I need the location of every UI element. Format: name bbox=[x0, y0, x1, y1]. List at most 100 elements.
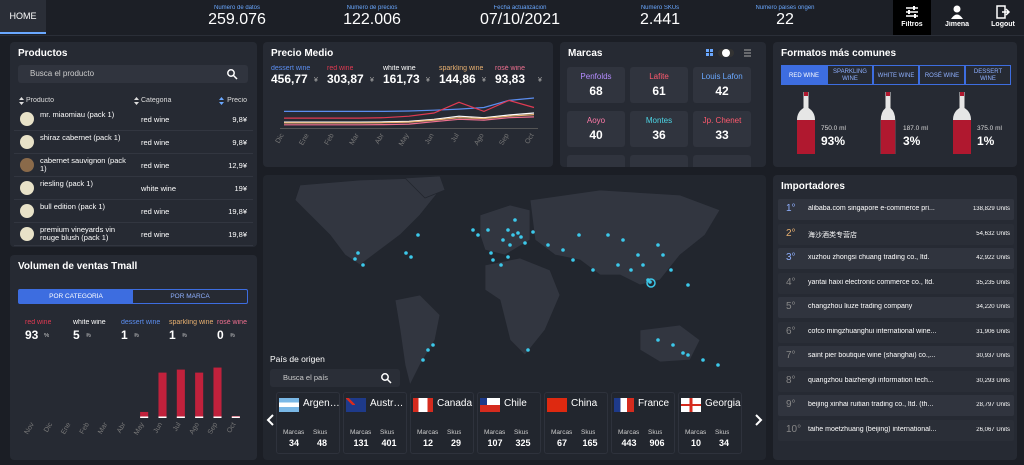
importer-row[interactable]: 4° yantai haixi electronic commerce co., … bbox=[778, 272, 1014, 294]
card-label: Marcas bbox=[484, 429, 506, 436]
country-card[interactable]: Argentina Marcas Skus 34 48 bbox=[276, 392, 340, 454]
brand-name: Lafite bbox=[649, 72, 669, 81]
sort-icon bbox=[19, 97, 24, 105]
bar bbox=[176, 369, 185, 418]
importer-row[interactable]: 1° alibaba.com singapore e-commerce pri..… bbox=[778, 199, 1014, 220]
card-label: Skus bbox=[715, 429, 730, 436]
legend-name: white wine bbox=[73, 319, 106, 326]
importer-rank: 4° bbox=[786, 276, 796, 288]
scroll-right[interactable] bbox=[752, 412, 764, 428]
legend-value: 5 bbox=[73, 328, 80, 342]
format-tab[interactable]: DESSERT WINE bbox=[965, 65, 1011, 85]
map-dot bbox=[508, 243, 512, 247]
bar bbox=[213, 367, 222, 418]
map-dot bbox=[686, 283, 690, 287]
country-card[interactable]: Canada Marcas Skus 12 29 bbox=[410, 392, 474, 454]
header-button[interactable]: Logout bbox=[984, 0, 1022, 35]
header-button[interactable]: Jimena bbox=[940, 0, 974, 35]
format-tab[interactable]: RED WINE bbox=[781, 65, 827, 85]
importer-row[interactable]: 10° taihe moetzhuang (beijing) internatio… bbox=[778, 419, 1014, 441]
format-tab[interactable]: ROSÉ WINE bbox=[919, 65, 965, 85]
product-row[interactable]: mr. miaomiau (pack 1) red wine 9,8¥ bbox=[14, 108, 253, 131]
map-dot bbox=[489, 251, 493, 255]
map-dot bbox=[701, 358, 705, 362]
product-category: red wine bbox=[141, 138, 170, 147]
legend-name: white wine bbox=[383, 65, 416, 72]
format-tab[interactable]: SPARKLING WINE bbox=[827, 65, 873, 85]
country-card[interactable]: Chile Marcas Skus 107 325 bbox=[477, 392, 541, 454]
brand-card[interactable]: Lafite 61 bbox=[630, 67, 688, 103]
importer-row[interactable]: 7° saint pier boutique wine (shanghai) co… bbox=[778, 346, 1014, 367]
product-category: red wine bbox=[141, 207, 170, 216]
product-row[interactable]: riesling (pack 1) white wine 19¥ bbox=[14, 177, 253, 200]
importer-row[interactable]: 3° xuzhou zhongsi chuang trading co., ltd… bbox=[778, 248, 1014, 269]
bar-chart: Nov Dic Ene Feb Mar Abr May Jun Jul Ago Sep Oct bbox=[24, 367, 240, 436]
precio-medio-panel: Precio Medio dessert wine 456,77 ¥ red wine 3… bbox=[263, 42, 553, 167]
map-dot bbox=[486, 228, 490, 232]
search-box[interactable]: Busca el país bbox=[270, 369, 400, 387]
brand-card[interactable]: Louis Lafon 42 bbox=[693, 67, 751, 103]
country-marcas: 131 bbox=[353, 438, 369, 448]
card-label: Skus bbox=[514, 429, 529, 436]
importer-units: 30,937 Units bbox=[976, 353, 1010, 359]
tab-label: SPARKLING WINE bbox=[833, 69, 867, 82]
importer-row[interactable]: 5° changzhou liuze trading company 34,220 … bbox=[778, 297, 1014, 318]
legend-name: dessert wine bbox=[271, 65, 311, 72]
column-header[interactable]: Categoria bbox=[141, 97, 172, 104]
legend-name: sparkling wine bbox=[439, 65, 484, 72]
icon bbox=[706, 53, 709, 56]
brand-name: Jp. Chenet bbox=[702, 116, 742, 125]
brand-card[interactable]: Aoyo 40 bbox=[567, 111, 625, 147]
kpi-value: 122.006 bbox=[343, 11, 401, 28]
product-row[interactable]: premium vineyards vin rouge blush (pack … bbox=[14, 223, 253, 246]
product-row[interactable]: shiraz cabernet (pack 1) red wine 9,8¥ bbox=[14, 131, 253, 154]
importer-row[interactable]: 8° quangzhou baizhengli information tech.… bbox=[778, 370, 1014, 392]
brand-card[interactable]: Jp. Chenet 33 bbox=[693, 111, 751, 147]
product-category: red wine bbox=[141, 230, 170, 239]
flag-canton bbox=[346, 398, 355, 405]
scroll-left[interactable] bbox=[265, 412, 277, 428]
bar-base bbox=[231, 416, 240, 418]
country-card[interactable]: France Marcas Skus 443 906 bbox=[611, 392, 675, 454]
map-dot bbox=[686, 353, 690, 357]
icon bbox=[755, 414, 763, 426]
importer-rank: 6° bbox=[786, 325, 796, 337]
map-dot bbox=[519, 235, 523, 239]
importer-name: yantai haixi electronic commerce co., lt… bbox=[808, 278, 935, 286]
search-box[interactable]: Busca el producto bbox=[18, 65, 248, 83]
price-line bbox=[284, 116, 535, 126]
icon bbox=[134, 97, 139, 105]
map-dot bbox=[361, 263, 365, 267]
card-label: Skus bbox=[648, 429, 663, 436]
home-tab[interactable]: HOME bbox=[0, 0, 46, 34]
column-header[interactable]: Producto bbox=[26, 97, 55, 104]
legend-unit: % bbox=[181, 333, 187, 339]
legend-value: 1 bbox=[121, 328, 128, 342]
importer-rank: 2° bbox=[786, 227, 796, 239]
icon bbox=[232, 74, 238, 80]
map-dot bbox=[426, 348, 430, 352]
importer-row[interactable]: 9° beijing xinhai ruitian trading co., lt… bbox=[778, 395, 1014, 416]
header-button[interactable]: Filtros bbox=[893, 0, 931, 35]
brand-card[interactable]: Penfolds 68 bbox=[567, 67, 625, 103]
importer-row[interactable]: 6° cofco mingzhuanghui international wine… bbox=[778, 321, 1014, 343]
toggle-option[interactable]: POR MARCA bbox=[133, 290, 247, 303]
panel-title: Precio Medio bbox=[271, 48, 334, 59]
product-row[interactable]: bull edition (pack 1) red wine 19,8¥ bbox=[14, 200, 253, 223]
map-dot bbox=[513, 218, 517, 222]
x-tick-label: Jun bbox=[424, 132, 436, 145]
country-card[interactable]: Georgia Marcas Skus 10 34 bbox=[678, 392, 742, 454]
importer-units: 42,922 Units bbox=[976, 255, 1010, 261]
country-card[interactable]: China Marcas Skus 67 165 bbox=[544, 392, 608, 454]
country-card[interactable]: Australia Marcas Skus 131 401 bbox=[343, 392, 407, 454]
bar-base bbox=[176, 416, 185, 418]
home-label: HOME bbox=[9, 11, 37, 21]
importer-units: 26,067 Units bbox=[976, 426, 1010, 433]
toggle-option[interactable]: POR CATEGORÍA bbox=[19, 290, 133, 303]
brand-card[interactable]: Montes 36 bbox=[630, 111, 688, 147]
map-dot bbox=[571, 258, 575, 262]
product-row[interactable]: cabernet sauvignon (pack 1) red wine 12,9¥ bbox=[14, 154, 253, 177]
importer-row[interactable]: 2° 海沙酒类专营店 54,632 Units bbox=[778, 223, 1014, 245]
world-map bbox=[294, 175, 721, 387]
format-tab[interactable]: WHITE WINE bbox=[873, 65, 919, 85]
